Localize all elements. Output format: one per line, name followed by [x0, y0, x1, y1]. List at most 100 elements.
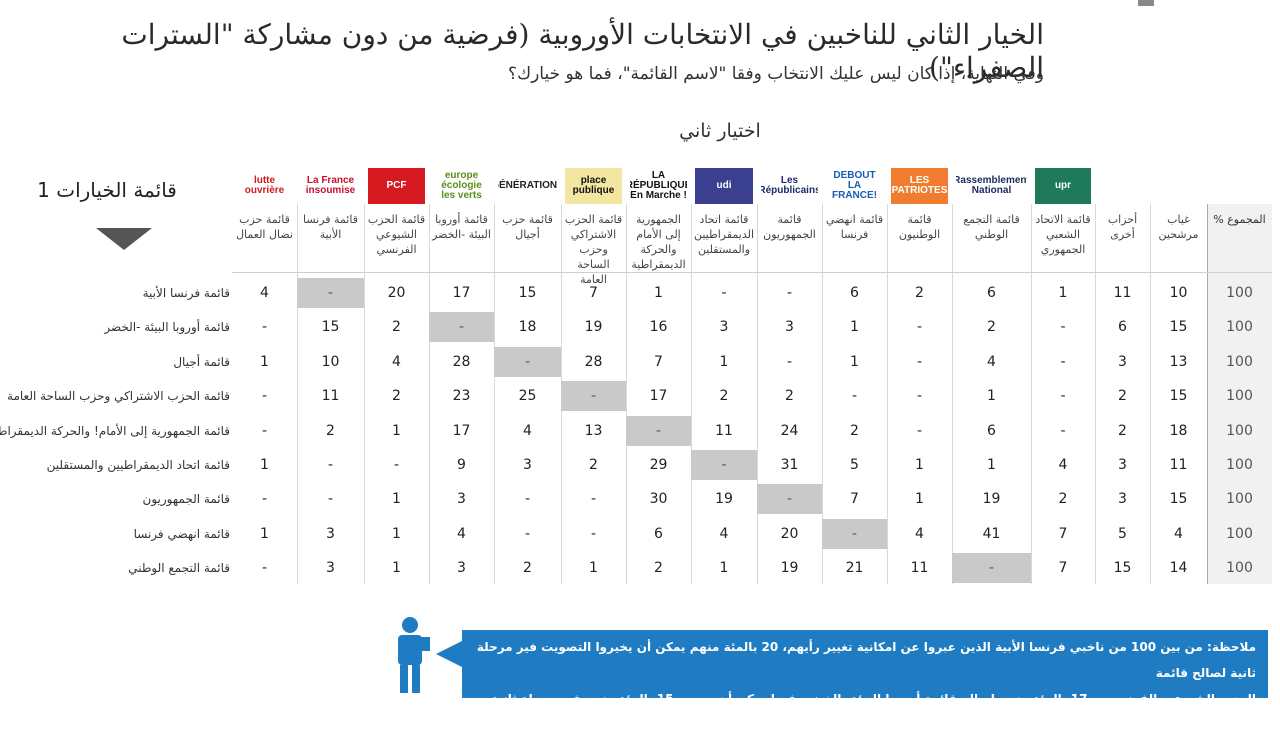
table-cell: 6 [850, 285, 859, 301]
party-logo: GÉNÉRATIONS [498, 180, 557, 191]
table-cell: - [327, 457, 334, 473]
table-cell: - [590, 491, 597, 508]
party-logo: LA RÉPUBLIQUE En Marche ! [630, 170, 687, 201]
table-cell: 7 [1058, 525, 1068, 542]
row-label: قائمة أوروبا البيئة -الخضر [104, 320, 230, 335]
table-cell: 9 [457, 457, 466, 473]
table-cell: 1 [392, 422, 401, 439]
party-logo: DEBOUT LA FRANCE! [832, 170, 877, 201]
table-cell: 10 [321, 353, 340, 370]
table-cell: 13 [584, 422, 603, 439]
column-header: قائمة الاتحاد الشعبي الجمهوري [1035, 213, 1091, 256]
table-cell: 28 [584, 353, 603, 370]
table-cell: - [1060, 388, 1066, 405]
row-label: قائمة أجيال [173, 354, 230, 369]
table-cell: 3 [457, 491, 466, 508]
table-cell: 2 [719, 388, 729, 405]
table-cell: 6 [987, 285, 996, 301]
table-cell: 1 [850, 319, 859, 336]
column-header: قائمة اتحاد الديمقراطيين والمستقلين [693, 213, 755, 256]
table-cell: 1 [392, 525, 401, 542]
party-logo: Les Républicains [761, 175, 818, 196]
column-divider [1031, 204, 1032, 584]
table-cell: 1 [392, 560, 401, 577]
note-line-2: الحزب الشيوعي الفرنسي، و17 بالمئة منهم ل… [491, 692, 1256, 732]
header-rule [232, 272, 1272, 273]
table-cell: - [524, 525, 531, 542]
table-cell: 19 [780, 560, 799, 577]
column-header: أحزاب أخرى [1107, 213, 1138, 241]
table-cell: 3 [326, 560, 335, 577]
table-cell: - [327, 491, 334, 508]
table-cell: 3 [523, 457, 532, 473]
table-cell: 3 [326, 525, 335, 542]
table-cell: - [1060, 422, 1066, 439]
first-choice-label: قائمة الخيارات 1 [37, 178, 177, 202]
note-box: ملاحظة: من بين 100 من ناخبي فرنسا الأبية… [462, 630, 1268, 732]
table-cell: 4 [523, 422, 532, 439]
row-label: قائمة اتحاد الديمقراطيين والمستقلين [46, 458, 230, 472]
table-cell: 100 [1226, 388, 1253, 405]
table-cell: 4 [915, 525, 924, 542]
column-divider [494, 204, 495, 584]
table-cell: 11 [1113, 285, 1132, 301]
table-cell: 1 [260, 457, 269, 473]
table-cell: - [721, 285, 727, 301]
table-cell: 23 [452, 388, 471, 405]
table-cell: 100 [1226, 560, 1253, 577]
table-cell: - [261, 319, 268, 336]
row-label: قائمة فرنسا الأبية [142, 286, 230, 300]
party-logo: place publique [565, 168, 622, 204]
column-header: قائمة الحزب الاشتراكي وحزب الساحة العامة [564, 213, 623, 286]
party-logo: upr [1035, 168, 1091, 204]
column-divider [691, 204, 692, 584]
column-divider [1150, 204, 1151, 584]
party-logo: europe écologie les verts [441, 170, 482, 201]
table-cell: 19 [584, 319, 603, 336]
page-subtitle: وفي النهاية، إذا كان ليس عليك الانتخاب و… [508, 64, 1044, 84]
table-cell: - [916, 422, 923, 439]
table-cell: 2 [785, 388, 794, 405]
note-pointer [436, 640, 464, 668]
table-cell: - [626, 415, 691, 446]
column-divider [1207, 204, 1208, 584]
table-cell: 15 [321, 319, 340, 336]
column-header: قائمة حزب نضال العمال [236, 213, 293, 241]
column-header: الجمهورية إلى الأمام والحركة الديمقراطية [631, 213, 686, 271]
table-cell: - [691, 450, 757, 480]
table-cell: 6 [1118, 319, 1127, 336]
party-logo: PCF [368, 168, 425, 204]
table-cell: 29 [649, 457, 668, 473]
table-cell: 15 [518, 285, 537, 301]
second-choice-label: اختيار ثاني [679, 120, 761, 142]
table-cell: 4 [1174, 525, 1183, 542]
table-cell: 100 [1226, 285, 1253, 301]
table-cell: 4 [392, 353, 401, 370]
row-label: قائمة انهضي فرنسا [133, 526, 230, 541]
table-cell: 2 [589, 457, 598, 473]
table-cell: 6 [654, 525, 663, 542]
column-header: قائمة الوطنيون [898, 213, 941, 241]
column-header: قائمة فرنسا الأبية [303, 213, 358, 241]
table-cell: 18 [518, 319, 537, 336]
table-cell: 19 [982, 491, 1001, 508]
table-cell: 1 [1058, 285, 1068, 301]
table-cell: 3 [1118, 491, 1127, 508]
top-edge-mark [1138, 0, 1154, 6]
table-cell: 100 [1226, 319, 1253, 336]
table-cell: 1 [987, 457, 996, 473]
row-label: قائمة التجمع الوطني [128, 561, 230, 576]
table-cell: 1 [260, 353, 269, 370]
table-cell: 16 [649, 319, 668, 336]
table-cell: - [1060, 353, 1066, 370]
table-cell: - [429, 312, 494, 343]
column-header: قائمة الحزب الشيوعي الفرنسي [367, 213, 426, 256]
party-logo: La France insoumise [305, 175, 356, 196]
column-divider [364, 204, 365, 584]
table-cell: 4 [987, 353, 996, 370]
row-label: قائمة الجمهورية إلى الأمام! والحركة الدي… [0, 423, 230, 438]
table-cell: 1 [915, 491, 924, 508]
column-divider [822, 204, 823, 584]
table-cell: 1 [719, 560, 729, 577]
table-cell: 19 [715, 491, 733, 508]
